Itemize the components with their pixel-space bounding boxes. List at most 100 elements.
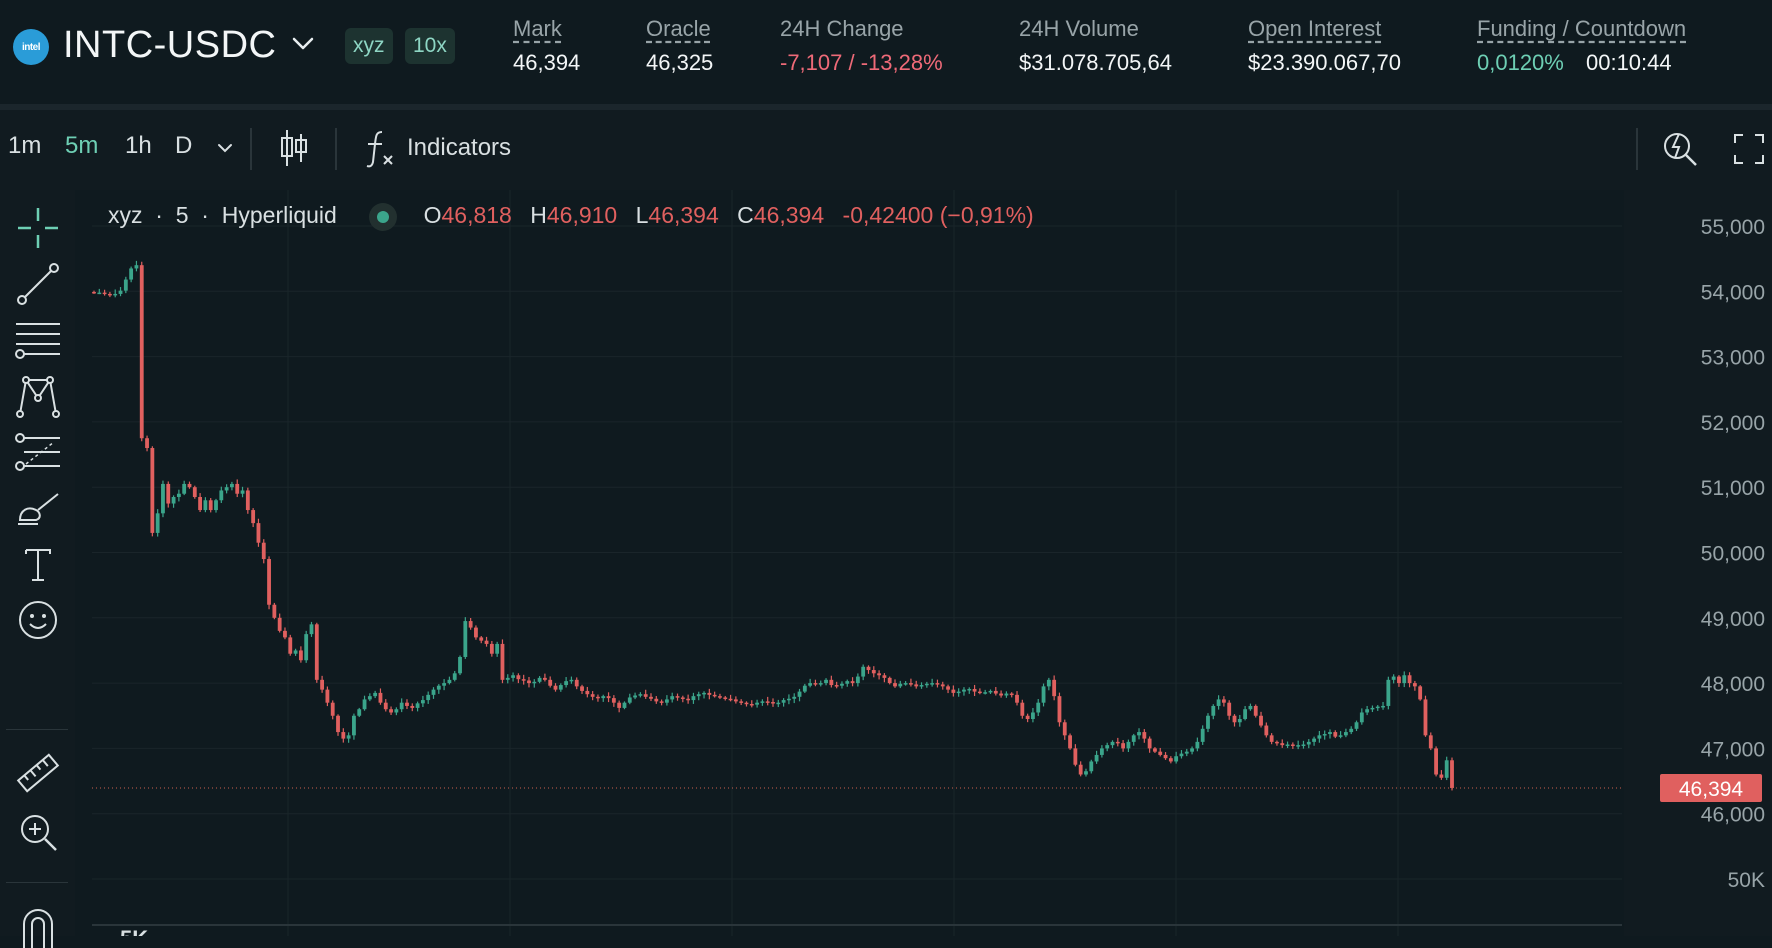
toolbar-divider bbox=[6, 729, 68, 730]
candle-body bbox=[293, 650, 298, 654]
magnet-icon[interactable] bbox=[14, 900, 62, 948]
candle-body bbox=[383, 702, 388, 710]
candle-body bbox=[527, 680, 531, 684]
fib-retracement-icon[interactable] bbox=[14, 428, 62, 476]
candle-body bbox=[1126, 741, 1131, 749]
candle-body bbox=[596, 696, 600, 699]
candle-body bbox=[1057, 696, 1062, 723]
pair-title[interactable]: INTC-USDC bbox=[63, 24, 277, 66]
candle-body bbox=[1158, 751, 1163, 755]
stat-value: 46,325 bbox=[646, 50, 714, 75]
candle-body bbox=[436, 685, 441, 690]
indicators-fx-icon[interactable] bbox=[362, 126, 398, 170]
candle-body bbox=[866, 666, 871, 671]
toolbar-divider bbox=[1636, 128, 1638, 170]
candle-body bbox=[145, 438, 149, 449]
candle-body bbox=[320, 679, 325, 690]
timeframe-5m[interactable]: 5m bbox=[65, 132, 99, 159]
candle-body bbox=[776, 702, 781, 705]
candle-body bbox=[447, 679, 452, 684]
brush-icon[interactable] bbox=[14, 484, 62, 532]
quick-search-icon[interactable] bbox=[1660, 126, 1700, 170]
candle-body bbox=[1391, 676, 1396, 680]
candle-body bbox=[489, 643, 494, 654]
candle-body bbox=[479, 637, 484, 641]
candle-body bbox=[919, 685, 924, 687]
candle-body bbox=[92, 291, 96, 294]
candle-body bbox=[664, 699, 669, 703]
candles-icon[interactable] bbox=[278, 126, 310, 170]
candle-body bbox=[415, 703, 420, 708]
crosshair-icon[interactable] bbox=[14, 204, 62, 252]
chevron-down-icon[interactable] bbox=[214, 140, 236, 156]
zoom-in-icon[interactable] bbox=[14, 808, 62, 856]
candle-body bbox=[999, 693, 1004, 696]
text-tool-icon[interactable] bbox=[14, 540, 62, 588]
candle-body bbox=[468, 621, 473, 628]
candle-body bbox=[1089, 761, 1094, 772]
candle-body bbox=[516, 675, 521, 680]
price-tick-label: 48,000 bbox=[1701, 673, 1765, 696]
candle-body bbox=[1354, 722, 1359, 729]
chevron-down-icon[interactable] bbox=[290, 34, 316, 54]
pattern-icon[interactable] bbox=[14, 372, 62, 420]
candle-body bbox=[781, 700, 786, 703]
candle-body bbox=[1322, 734, 1327, 736]
timeframe-1m[interactable]: 1m bbox=[8, 132, 42, 159]
ruler-icon[interactable] bbox=[14, 750, 62, 798]
price-tick-label: 54,000 bbox=[1701, 281, 1765, 304]
candle-body bbox=[298, 650, 303, 661]
candle-body bbox=[267, 559, 271, 605]
candle-body bbox=[1306, 741, 1311, 745]
horizontal-lines-icon[interactable] bbox=[14, 316, 62, 364]
candle-body bbox=[1317, 735, 1322, 739]
chart-legend: xyz · 5 · Hyperliquid O46,818 H46,910 L4… bbox=[108, 202, 1034, 231]
candle-body bbox=[1168, 758, 1173, 762]
stat-mark: Mark 46,394 bbox=[513, 16, 580, 76]
candle-body bbox=[712, 694, 717, 697]
candle-body bbox=[601, 696, 606, 699]
market-status-icon[interactable] bbox=[369, 202, 398, 231]
candle-body bbox=[1402, 675, 1407, 684]
candlestick-chart[interactable]: 55,000 54,000 53,000 52,000 51,000 50,000 49,0… bbox=[92, 190, 1772, 936]
candle-body bbox=[1137, 732, 1141, 736]
candle-body bbox=[723, 697, 728, 699]
candle-body bbox=[452, 673, 457, 680]
candle-body bbox=[1407, 675, 1412, 684]
candle-body bbox=[728, 698, 733, 701]
legend-close-key: C bbox=[737, 202, 754, 228]
candle-body bbox=[670, 696, 675, 700]
candle-body bbox=[399, 702, 404, 710]
candle-body bbox=[686, 698, 691, 701]
indicators-button[interactable]: Indicators bbox=[407, 134, 512, 161]
candle-body bbox=[855, 676, 860, 684]
candle-body bbox=[1105, 745, 1110, 749]
price-tick-label: 47,000 bbox=[1701, 738, 1765, 761]
candle-body bbox=[1195, 741, 1200, 749]
candle-body bbox=[203, 500, 208, 511]
candle-body bbox=[108, 293, 112, 296]
leverage-badge[interactable]: 10x bbox=[405, 28, 455, 64]
candle-body bbox=[230, 483, 234, 488]
candle-body bbox=[463, 621, 468, 657]
fullscreen-icon[interactable] bbox=[1732, 132, 1766, 166]
candle-body bbox=[893, 683, 897, 687]
candle-body bbox=[930, 683, 935, 685]
legend-low: 46,394 bbox=[648, 202, 719, 228]
candle-body bbox=[325, 689, 330, 703]
candle-body bbox=[288, 637, 293, 654]
trend-line-icon[interactable] bbox=[14, 260, 62, 308]
timeframe-1h[interactable]: 1h bbox=[125, 132, 152, 159]
candle-body bbox=[903, 683, 908, 685]
candle-body bbox=[505, 677, 510, 680]
candle-body bbox=[458, 656, 462, 674]
candle-body bbox=[484, 640, 489, 644]
candle-body bbox=[187, 483, 192, 488]
timeframe-d[interactable]: D bbox=[175, 132, 193, 159]
candle-body bbox=[240, 490, 245, 494]
candle-body bbox=[155, 513, 160, 533]
emoji-icon[interactable] bbox=[14, 596, 62, 644]
chart-toolbar: 1m 5m 1h D Indicators bbox=[0, 110, 1772, 190]
candle-body bbox=[1444, 760, 1449, 778]
stat-label: Mark bbox=[513, 16, 562, 41]
